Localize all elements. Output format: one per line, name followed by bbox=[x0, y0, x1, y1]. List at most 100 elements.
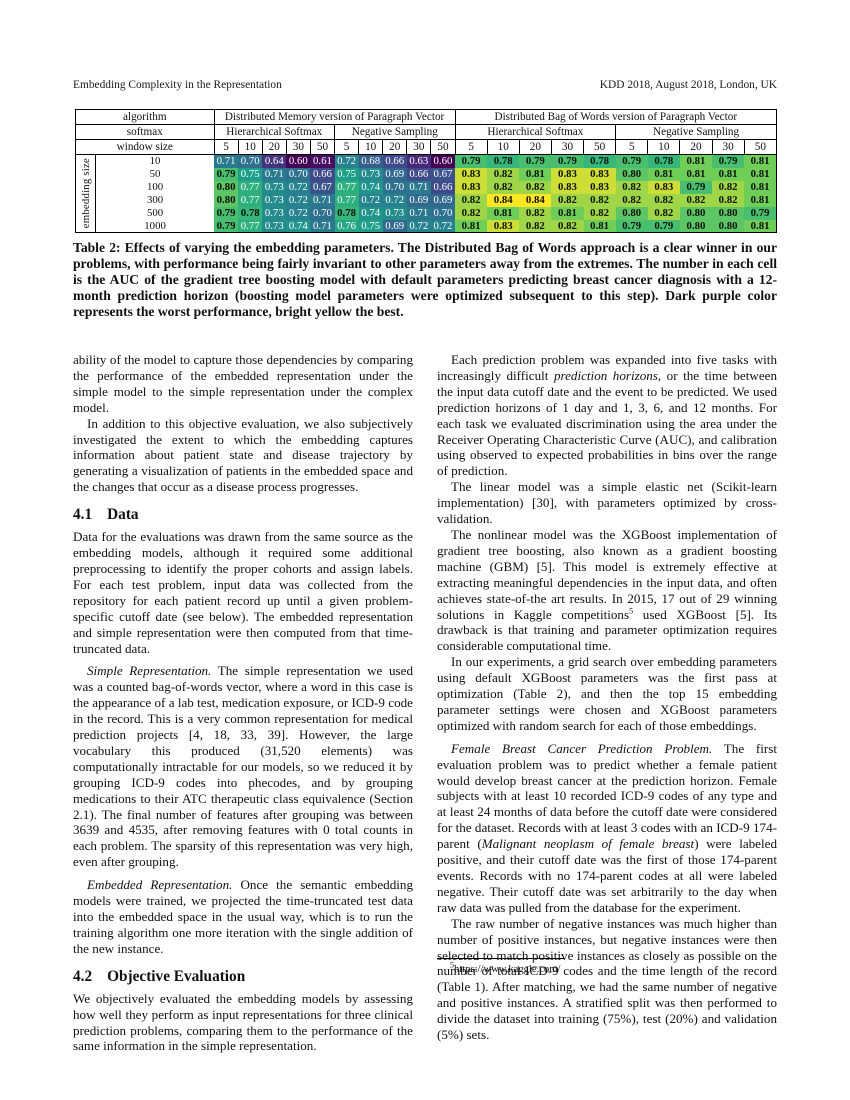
heatmap-cell: 0.84 bbox=[519, 193, 552, 207]
heatmap-cell: 0.71 bbox=[310, 219, 335, 233]
window-size-value: 30 bbox=[550, 139, 585, 155]
heatmap-cell: 0.82 bbox=[679, 193, 713, 207]
heatmap-cell: 0.70 bbox=[286, 167, 311, 181]
heatmap-cell: 0.73 bbox=[262, 219, 287, 233]
body-text: Data for the evaluations was drawn from … bbox=[73, 529, 413, 656]
heatmap-cell: 0.82 bbox=[712, 193, 745, 207]
heatmap-cell: 0.70 bbox=[430, 206, 456, 220]
heatmap-cell: 0.71 bbox=[406, 206, 431, 220]
embedding-size-row-label: 500 bbox=[95, 206, 215, 220]
heatmap-cell: 0.81 bbox=[487, 206, 520, 220]
heatmap-cell: 0.78 bbox=[487, 154, 520, 168]
window-size-value: 20 bbox=[261, 139, 287, 155]
heatmap-cell: 0.72 bbox=[286, 193, 311, 207]
heatmap-cell: 0.80 bbox=[214, 180, 239, 194]
heatmap-cell: 0.74 bbox=[358, 180, 383, 194]
heatmap-cell: 0.76 bbox=[334, 219, 359, 233]
window-size-value: 20 bbox=[679, 139, 713, 155]
heatmap-cell: 0.80 bbox=[615, 167, 648, 181]
heatmap-cell: 0.79 bbox=[455, 154, 488, 168]
heatmap-cell: 0.83 bbox=[551, 180, 584, 194]
window-size-value: 5 bbox=[213, 139, 239, 155]
heatmap-cell: 0.74 bbox=[358, 206, 383, 220]
embedding-size-row-label: 100 bbox=[95, 180, 215, 194]
heatmap-cell: 0.77 bbox=[238, 180, 263, 194]
paragraph: We objectively evaluated the embedding m… bbox=[73, 991, 413, 1055]
left-column: ability of the model to capture those de… bbox=[73, 352, 413, 1054]
heatmap-cell: 0.81 bbox=[679, 154, 713, 168]
heatmap-cell: 0.81 bbox=[744, 193, 777, 207]
heatmap-cell: 0.77 bbox=[334, 180, 359, 194]
italic-text: prediction horizons bbox=[553, 367, 658, 383]
heatmap-cell: 0.71 bbox=[214, 154, 239, 168]
body-text: We objectively evaluated the embedding m… bbox=[73, 990, 413, 1054]
window-size-value: 5 bbox=[334, 139, 360, 155]
body-text: The raw number of negative instances was… bbox=[437, 915, 777, 1043]
window-size-value: 10 bbox=[486, 139, 520, 155]
heatmap-cell: 0.78 bbox=[334, 206, 359, 220]
italic-text: Female Breast Cancer Prediction Problem. bbox=[451, 740, 713, 756]
heatmap-cell: 0.80 bbox=[679, 219, 713, 233]
heatmap-cell: 0.80 bbox=[615, 206, 648, 220]
heatmap-cell: 0.81 bbox=[455, 219, 488, 233]
heatmap-cell: 0.73 bbox=[262, 180, 287, 194]
heatmap-cell: 0.70 bbox=[310, 206, 335, 220]
heatmap-cell: 0.80 bbox=[214, 193, 239, 207]
body-columns: ability of the model to capture those de… bbox=[73, 352, 777, 1054]
heatmap-cell: 0.81 bbox=[712, 167, 745, 181]
embedding-size-row-label: 50 bbox=[95, 167, 215, 181]
heatmap-cell: 0.70 bbox=[382, 180, 407, 194]
heatmap-cell: 0.83 bbox=[583, 180, 616, 194]
heatmap-cell: 0.73 bbox=[262, 206, 287, 220]
section-number: 4.1 bbox=[73, 506, 93, 524]
window-size-value: 20 bbox=[518, 139, 552, 155]
heatmap-cell: 0.73 bbox=[382, 206, 407, 220]
heatmap-cell: 0.82 bbox=[519, 206, 552, 220]
heatmap-cell: 0.72 bbox=[430, 219, 456, 233]
footnote: 5https://www.kaggle.com/ bbox=[437, 958, 777, 975]
heatmap-cell: 0.79 bbox=[744, 206, 777, 220]
heatmap-cell: 0.80 bbox=[712, 206, 745, 220]
footnote-rule bbox=[437, 958, 564, 959]
paragraph: In our experiments, a grid search over e… bbox=[437, 654, 777, 734]
heatmap-cell: 0.72 bbox=[334, 154, 359, 168]
heatmap-cell: 0.81 bbox=[647, 167, 680, 181]
body-text: Once the semantic embedding models were … bbox=[73, 877, 413, 956]
heatmap-cell: 0.71 bbox=[406, 180, 431, 194]
running-header: Embedding Complexity in the Representati… bbox=[73, 79, 777, 91]
heatmap-cell: 0.81 bbox=[744, 167, 777, 181]
window-size-value: 30 bbox=[285, 139, 311, 155]
heatmap-cell: 0.82 bbox=[583, 206, 616, 220]
heatmap-cell: 0.81 bbox=[744, 154, 777, 168]
window-size-value: 50 bbox=[309, 139, 336, 155]
heatmap-cell: 0.79 bbox=[647, 219, 680, 233]
heatmap-cell: 0.77 bbox=[238, 193, 263, 207]
right-column: Each prediction problem was expanded int… bbox=[437, 352, 777, 1054]
heatmap-cell: 0.78 bbox=[647, 154, 680, 168]
window-size-value: 50 bbox=[583, 139, 617, 155]
section-heading: 4.2 Objective Evaluation bbox=[73, 968, 413, 986]
body-text: , or the time between the input data cut… bbox=[437, 367, 777, 479]
heatmap-cell: 0.72 bbox=[286, 206, 311, 220]
heatmap-cell: 0.79 bbox=[519, 154, 552, 168]
algorithm-group-header: Distributed Memory version of Paragraph … bbox=[213, 109, 456, 125]
heatmap-cell: 0.78 bbox=[583, 154, 616, 168]
heatmap-cell: 0.81 bbox=[679, 167, 713, 181]
window-size-value: 5 bbox=[615, 139, 649, 155]
footnote-marker: 5 bbox=[450, 960, 454, 970]
window-size-value: 10 bbox=[237, 139, 263, 155]
heatmap-cell: 0.71 bbox=[310, 193, 335, 207]
footnote-text: https://www.kaggle.com/ bbox=[454, 964, 561, 975]
table-2-caption: Table 2: Effects of varying the embeddin… bbox=[73, 240, 777, 320]
heatmap-cell: 0.79 bbox=[551, 154, 584, 168]
heatmap-cell: 0.67 bbox=[430, 167, 456, 181]
heatmap-cell: 0.82 bbox=[551, 219, 584, 233]
paragraph: Data for the evaluations was drawn from … bbox=[73, 529, 413, 656]
heatmap-cell: 0.82 bbox=[519, 219, 552, 233]
section-number: 4.2 bbox=[73, 967, 93, 985]
heatmap-cell: 0.82 bbox=[455, 193, 488, 207]
heatmap-cell: 0.80 bbox=[679, 206, 713, 220]
heatmap-cell: 0.60 bbox=[430, 154, 456, 168]
algorithm-label: algorithm bbox=[75, 109, 215, 125]
